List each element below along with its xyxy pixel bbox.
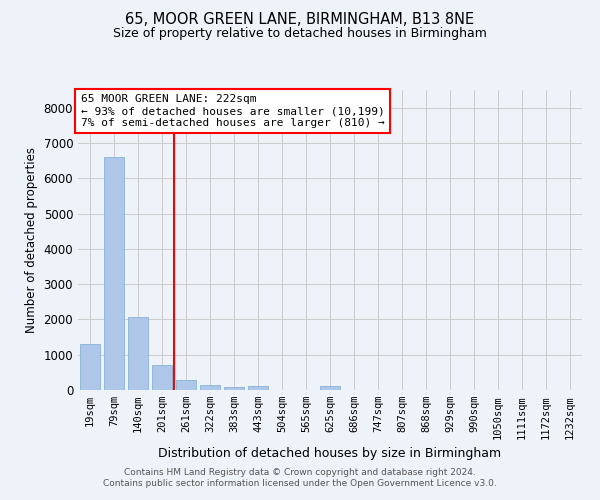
Bar (104, 157, 124, 390)
Bar (200, 386, 220, 390)
Text: 65, MOOR GREEN LANE, BIRMINGHAM, B13 8NE: 65, MOOR GREEN LANE, BIRMINGHAM, B13 8NE (125, 12, 475, 28)
Bar (176, 380, 196, 390)
Bar (224, 387, 244, 390)
Bar (80, 344, 100, 390)
Bar (152, 366, 172, 390)
Text: Contains HM Land Registry data © Crown copyright and database right 2024.
Contai: Contains HM Land Registry data © Crown c… (103, 468, 497, 487)
Y-axis label: Number of detached properties: Number of detached properties (25, 147, 38, 333)
Text: 65 MOOR GREEN LANE: 222sqm
← 93% of detached houses are smaller (10,199)
7% of s: 65 MOOR GREEN LANE: 222sqm ← 93% of deta… (80, 94, 384, 128)
Text: Size of property relative to detached houses in Birmingham: Size of property relative to detached ho… (113, 28, 487, 40)
X-axis label: Distribution of detached houses by size in Birmingham: Distribution of detached houses by size … (158, 447, 502, 460)
Bar (248, 386, 268, 390)
Bar (320, 386, 340, 390)
Bar (128, 318, 148, 390)
